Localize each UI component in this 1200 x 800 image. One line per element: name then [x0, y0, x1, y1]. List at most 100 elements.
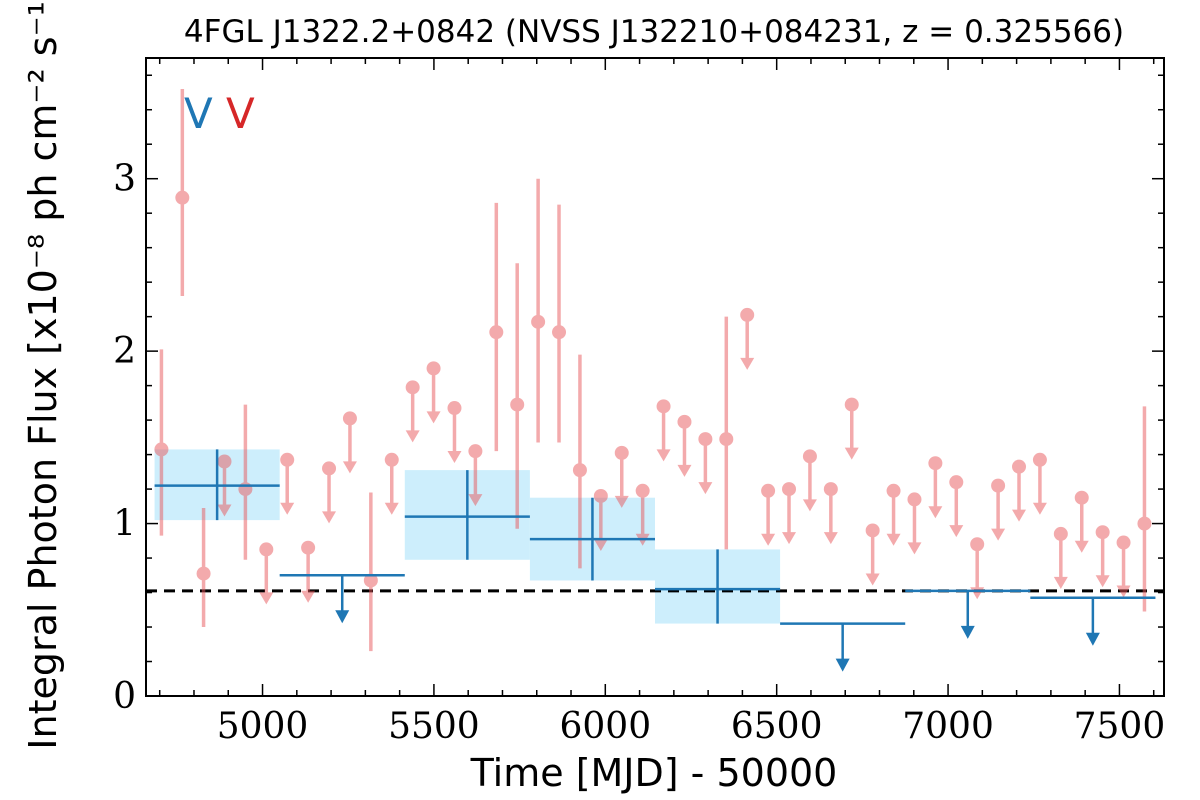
red-upper-limit-point — [635, 483, 650, 498]
blue-series-layer — [154, 449, 1156, 672]
y-tick-label: 2 — [113, 331, 136, 372]
red-upper-limit-point — [1032, 452, 1047, 467]
red-upper-limit-arrow — [217, 504, 232, 517]
red-upper-limit-arrow — [782, 532, 797, 545]
red-upper-limit-arrow — [698, 482, 713, 495]
red-upper-limit-point — [886, 483, 901, 498]
red-upper-limit-arrow — [614, 495, 629, 508]
red-upper-limit-arrow — [677, 464, 692, 477]
red-upper-limit-arrow — [468, 494, 483, 507]
red-data-point — [510, 397, 525, 412]
x-axis-label: Time [MJD] - 50000 — [470, 751, 838, 795]
red-upper-limit-arrow — [907, 542, 922, 555]
red-upper-limit-point — [677, 414, 692, 429]
red-upper-limit-arrow — [949, 525, 964, 538]
red-upper-limit-arrow — [656, 449, 671, 462]
red-upper-limit-arrow — [1095, 575, 1110, 588]
red-upper-limit-point — [259, 542, 274, 557]
chart-title: 4FGL J1322.2+0842 (NVSS J132210+084231, … — [184, 14, 1124, 50]
red-upper-limit-point — [322, 461, 337, 476]
red-upper-limit-arrow — [447, 451, 462, 464]
red-upper-limit-arrow — [342, 461, 357, 474]
red-upper-limit-arrow — [802, 499, 817, 512]
red-upper-limit-arrow — [1074, 540, 1089, 553]
red-upper-limit-point — [1053, 526, 1068, 541]
red-upper-limit-arrow — [280, 502, 295, 515]
red-data-point — [238, 482, 253, 497]
red-upper-limit-point — [447, 401, 462, 416]
red-upper-limit-arrow — [593, 538, 608, 551]
red-upper-limit-point — [928, 456, 943, 471]
red-upper-limit-arrow — [1032, 502, 1047, 515]
y-axis-label: Integral Photon Flux [x10⁻⁸ ph cm⁻² s⁻¹] — [21, 0, 65, 750]
red-data-point — [572, 463, 587, 478]
red-data-point — [552, 325, 567, 340]
red-data-point — [1137, 516, 1152, 531]
blue-upper-limit-arrow — [835, 658, 850, 672]
red-upper-limit-point — [1012, 459, 1027, 474]
red-upper-limit-point — [301, 540, 316, 555]
red-upper-limit-arrow — [1012, 509, 1027, 522]
red-data-point — [531, 314, 546, 329]
plot-area — [146, 89, 1164, 672]
red-upper-limit-point — [656, 399, 671, 414]
red-upper-limit-point — [802, 449, 817, 464]
red-data-point — [719, 432, 734, 447]
red-upper-limit-arrow — [991, 528, 1006, 541]
red-data-point — [196, 566, 211, 581]
red-upper-limit-point — [1074, 490, 1089, 505]
red-upper-limit-arrow — [1053, 576, 1068, 589]
x-tick-label: 6000 — [559, 706, 651, 747]
red-upper-limit-arrow — [1116, 585, 1131, 598]
red-upper-limit-arrow — [426, 411, 441, 424]
red-upper-limit-arrow — [970, 587, 985, 600]
red-upper-limit-point — [949, 475, 964, 490]
x-tick-label: 6500 — [731, 706, 823, 747]
x-tick-label: 7500 — [1074, 706, 1166, 747]
plot-frame — [145, 57, 1165, 697]
red-upper-limit-point — [1095, 525, 1110, 540]
red-data-point — [363, 573, 378, 588]
red-upper-limit-arrow — [405, 430, 420, 443]
x-tick-label: 7000 — [902, 706, 994, 747]
blue-upper-limit-arrow — [960, 625, 975, 639]
red-upper-limit-arrow — [928, 506, 943, 519]
red-upper-limit-point — [384, 452, 399, 467]
red-upper-limit-arrow — [844, 447, 859, 460]
red-upper-limit-point — [991, 478, 1006, 493]
red-upper-limit-point — [761, 483, 776, 498]
x-tick-label: 5500 — [388, 706, 480, 747]
red-upper-limit-point — [782, 482, 797, 497]
red-upper-limit-point — [907, 492, 922, 507]
red-upper-limit-point — [844, 397, 859, 412]
red-upper-limit-point — [1116, 535, 1131, 550]
legend-entry-label: V — [226, 89, 255, 138]
red-upper-limit-arrow — [259, 592, 274, 605]
red-upper-limit-arrow — [384, 502, 399, 515]
red-upper-limit-arrow — [886, 533, 901, 546]
red-upper-limit-point — [217, 454, 232, 469]
red-upper-limit-arrow — [322, 511, 337, 524]
red-upper-limit-point — [865, 523, 880, 538]
red-upper-limit-arrow — [740, 357, 755, 370]
red-upper-limit-arrow — [865, 573, 880, 586]
red-data-point — [175, 190, 190, 205]
red-upper-limit-point — [342, 411, 357, 426]
y-tick-label: 0 — [113, 676, 136, 717]
axes-layer: 5000 5500 6000 6500 7000 7500 0 1 2 3 — [113, 57, 1166, 747]
y-tick-label: 3 — [113, 159, 136, 200]
red-upper-limit-point — [970, 537, 985, 552]
red-upper-limit-point — [740, 307, 755, 322]
red-upper-limit-arrow — [761, 533, 776, 546]
red-upper-limit-point — [593, 488, 608, 503]
legend-entry-label: V — [184, 89, 213, 138]
red-upper-limit-arrow — [301, 590, 316, 603]
red-upper-limit-point — [405, 380, 420, 395]
red-upper-limit-point — [614, 445, 629, 460]
red-upper-limit-point — [823, 482, 838, 497]
red-upper-limit-point — [468, 444, 483, 459]
red-upper-limit-point — [698, 432, 713, 447]
red-data-point — [154, 442, 169, 457]
